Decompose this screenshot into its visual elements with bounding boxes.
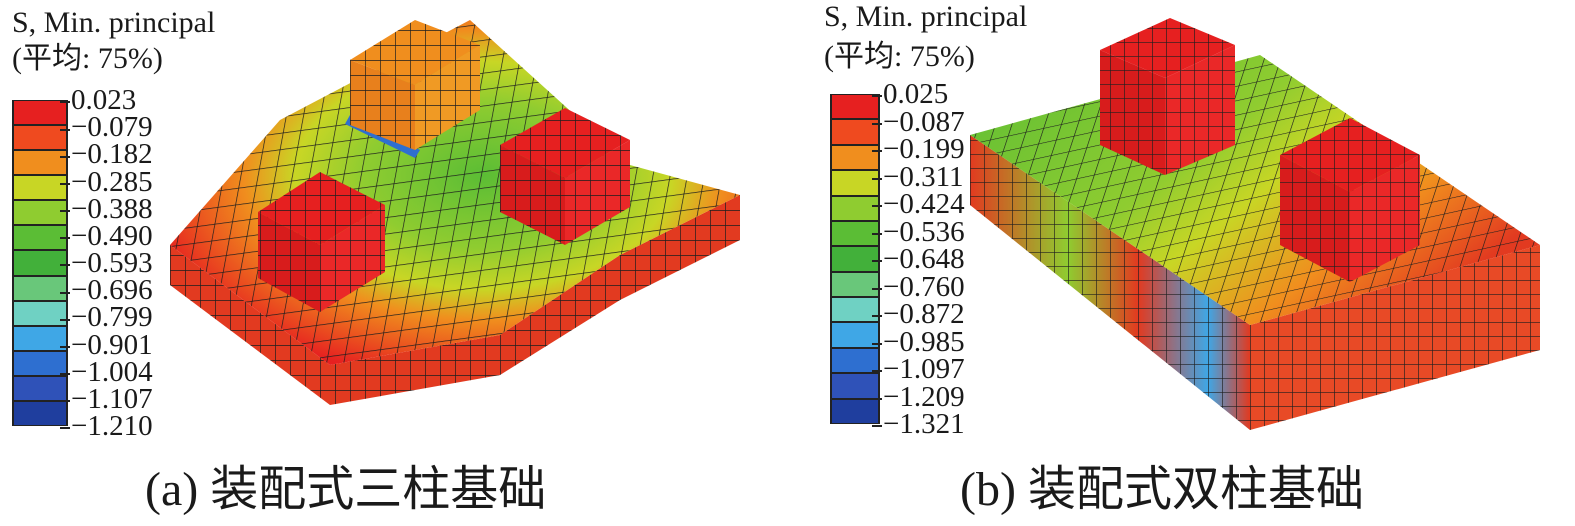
legend-value-label: −0.490	[60, 221, 153, 251]
legend-value-label: −0.424	[872, 190, 965, 219]
legend-swatch	[14, 350, 66, 376]
legend-swatch	[14, 225, 66, 251]
legend-value-label: −0.079	[60, 113, 153, 142]
legend-swatch	[14, 375, 66, 401]
column-right-left-mesh	[500, 145, 565, 245]
legend-value-label: −0.182	[60, 140, 153, 169]
legend-value-label: −0.985	[872, 327, 965, 357]
column-back-right-mesh	[415, 45, 480, 150]
slab-side-front-mesh	[970, 135, 1250, 430]
legend-value-label: −0.696	[60, 276, 153, 305]
legend-subtitle-a: (平均: 75%)	[12, 42, 163, 75]
legend-value-label: −1.107	[60, 384, 153, 414]
legend-value-label: −0.799	[60, 303, 153, 332]
legend-colorbar-b	[830, 94, 880, 424]
legend-value-label: −0.760	[872, 272, 965, 302]
legend-swatch	[14, 275, 66, 301]
column-back-left-mesh	[1100, 50, 1165, 175]
legend-value-label: −0.872	[872, 300, 965, 329]
column-back-right-mesh	[1165, 45, 1235, 175]
legend-subtitle-b: (平均: 75%)	[824, 40, 975, 73]
legend-value-label: −0.311	[872, 162, 964, 192]
legend-swatch	[832, 94, 878, 120]
panel-three-column-foundation: S, Min. principal (平均: 75%) 0.023 −0.079−…	[0, 0, 790, 526]
legend-value-label: 0.023	[60, 86, 136, 115]
legend-swatch	[832, 170, 878, 196]
fem-model-two-column	[970, 18, 1540, 430]
legend-swatch	[832, 398, 878, 424]
column-front-right-mesh	[1350, 155, 1420, 282]
slab-side-mesh	[170, 195, 740, 405]
legend-value-label: −0.087	[872, 107, 965, 137]
legend-title-a: S, Min. principal	[12, 6, 216, 39]
legend-value-label: −1.004	[60, 357, 153, 387]
legend-swatch	[832, 373, 878, 399]
column-back-left-mesh	[350, 60, 415, 150]
legend-value-label: −1.097	[872, 355, 965, 384]
column-right-top-mesh	[500, 108, 630, 178]
legend-swatch	[832, 322, 878, 348]
legend-value-label: −1.209	[872, 382, 965, 412]
legend-swatch	[832, 195, 878, 221]
legend-value-label: −1.321	[872, 410, 965, 439]
legend-title-b: S, Min. principal	[824, 0, 1028, 33]
fem-model-three-column	[170, 20, 740, 405]
legend-swatch	[832, 297, 878, 323]
legend-swatch	[14, 150, 66, 176]
legend-swatch	[14, 125, 66, 151]
legend-swatch	[832, 220, 878, 247]
column-front-left-mesh	[258, 212, 320, 312]
legend-swatch	[14, 300, 66, 326]
legend-value-label: −0.901	[60, 330, 153, 360]
legend-value-label: −0.199	[872, 135, 965, 164]
legend-colorbar-a	[12, 100, 68, 426]
legend-value-label: −0.285	[60, 167, 153, 197]
column-front-right-mesh	[320, 205, 385, 312]
legend-value-label: −0.593	[60, 249, 153, 278]
legend-swatch	[14, 325, 66, 351]
caption-a: (a) 装配式三柱基础	[145, 463, 547, 516]
legend-swatch	[14, 250, 66, 276]
column-back-top-mesh	[1100, 18, 1235, 78]
legend-swatch	[832, 271, 878, 298]
legend-swatch	[832, 246, 878, 272]
column-front-left-mesh	[1280, 155, 1350, 282]
legend-swatch	[14, 175, 66, 201]
legend-value-label: −0.648	[872, 245, 965, 274]
column-right-right-mesh	[565, 140, 630, 245]
legend-swatch	[832, 119, 878, 145]
panel-two-column-foundation: S, Min. principal (平均: 75%) 0.025 −0.087−…	[800, 0, 1575, 526]
legend-value-label: −0.388	[60, 194, 153, 224]
legend-value-label: −0.536	[872, 217, 965, 247]
legend-value-label: −1.210	[60, 412, 153, 441]
legend-swatch	[14, 400, 66, 426]
slab-side-right-mesh	[1250, 245, 1540, 430]
legend-swatch	[14, 100, 66, 126]
legend-swatch	[832, 144, 878, 171]
column-back-top-mesh	[350, 20, 480, 85]
legend-swatch	[14, 200, 66, 226]
legend-swatch	[832, 347, 878, 374]
caption-b: (b) 装配式双柱基础	[960, 463, 1364, 516]
legend-value-label: 0.025	[872, 80, 948, 109]
column-front-top-mesh	[258, 172, 385, 245]
